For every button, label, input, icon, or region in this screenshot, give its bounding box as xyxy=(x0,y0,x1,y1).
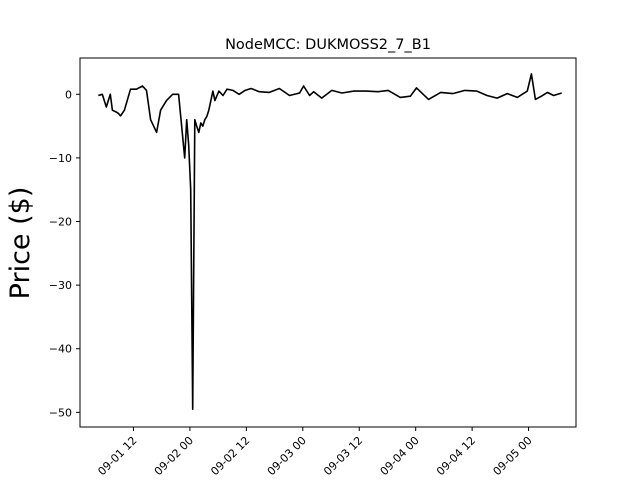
y-axis-ticks: 0 −10 −20 −30 −40 −50 xyxy=(49,88,80,419)
y-tick-label: −50 xyxy=(49,406,72,419)
x-tick-label: 09-05 00 xyxy=(491,434,535,478)
price-series-line xyxy=(98,73,562,410)
x-tick-label: 09-03 00 xyxy=(265,434,309,478)
x-tick-label: 09-04 00 xyxy=(378,434,422,478)
y-tick-label: −20 xyxy=(49,216,72,229)
x-tick-label: 09-04 12 xyxy=(434,434,478,478)
x-tick-label: 09-01 12 xyxy=(95,434,139,478)
plot-area-frame xyxy=(79,57,577,428)
x-tick-label: 09-02 12 xyxy=(208,434,252,478)
y-axis-label: Price ($) xyxy=(5,187,36,300)
y-tick-label: 0 xyxy=(65,88,72,101)
y-tick-label: −30 xyxy=(49,279,72,292)
x-axis-ticks: 09-01 12 09-02 00 09-02 12 09-03 00 09-03 12… xyxy=(95,427,535,478)
y-tick-label: −40 xyxy=(49,343,72,356)
y-tick-label: −10 xyxy=(49,152,72,165)
chart-title: NodeMCC: DUKMOSS2_7_B1 xyxy=(225,37,431,53)
x-tick-label: 09-02 00 xyxy=(152,434,196,478)
x-tick-label: 09-03 12 xyxy=(321,434,365,478)
